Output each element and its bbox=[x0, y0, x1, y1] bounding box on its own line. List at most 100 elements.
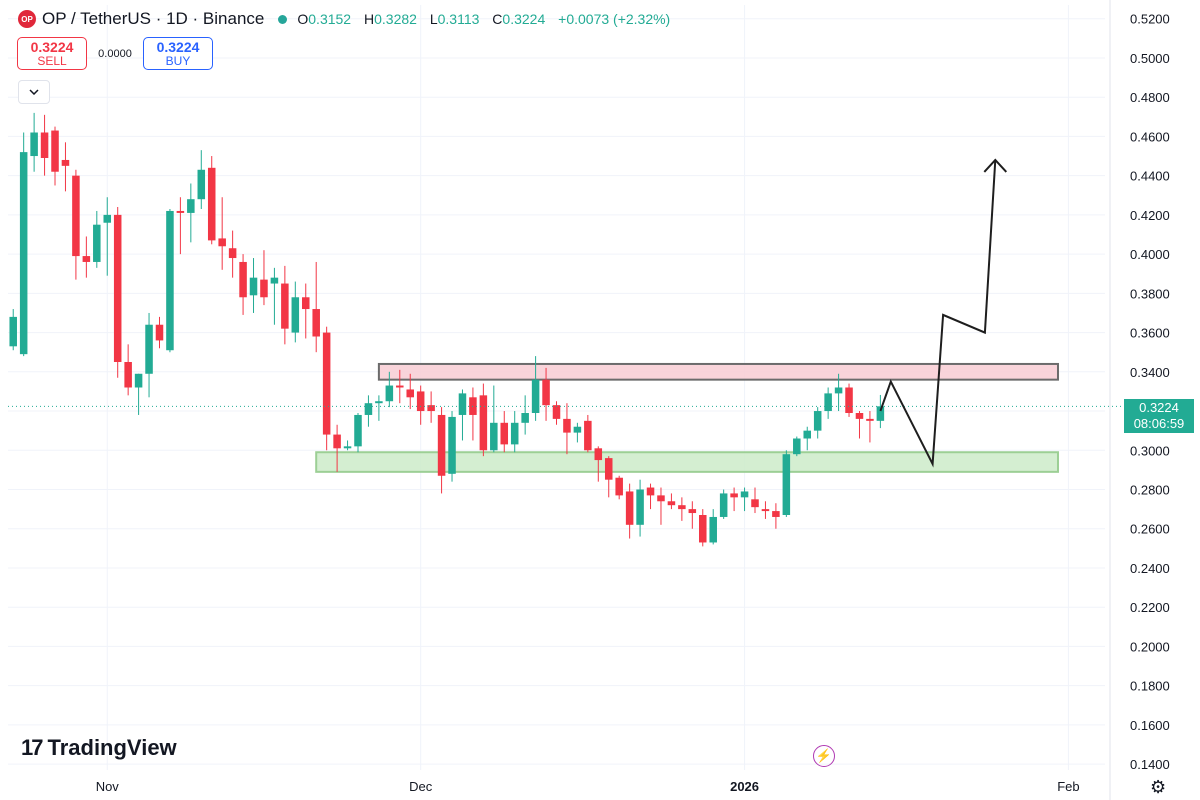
candle bbox=[416, 385, 425, 425]
candle-body bbox=[542, 379, 550, 406]
candle-body bbox=[719, 493, 728, 517]
candle bbox=[719, 489, 728, 519]
candle bbox=[552, 401, 561, 425]
candle-body bbox=[678, 505, 686, 510]
candle bbox=[155, 316, 164, 349]
price-tick-label: 0.1600 bbox=[1130, 718, 1170, 733]
candle-body bbox=[385, 385, 394, 402]
candle bbox=[740, 487, 749, 512]
buy-button[interactable]: 0.3224 BUY bbox=[143, 37, 213, 70]
candle-body bbox=[103, 214, 112, 223]
candle-body bbox=[82, 256, 91, 262]
candle-body bbox=[866, 418, 874, 421]
candle-body bbox=[396, 385, 404, 388]
candle bbox=[239, 254, 247, 315]
candle bbox=[281, 265, 289, 345]
candle bbox=[604, 456, 613, 498]
candle bbox=[93, 210, 101, 268]
price-tick-label: 0.4400 bbox=[1130, 169, 1170, 184]
bar-countdown: 08:06:59 bbox=[1133, 416, 1185, 431]
candle bbox=[678, 497, 686, 521]
candle-body bbox=[709, 516, 717, 543]
price-tick-label: 0.2200 bbox=[1130, 600, 1170, 615]
low-label: L bbox=[429, 11, 438, 27]
candle bbox=[124, 344, 132, 396]
candle bbox=[761, 501, 770, 519]
time-tick-label: Dec bbox=[409, 779, 433, 794]
candle-body bbox=[228, 248, 237, 259]
candle-body bbox=[845, 387, 853, 413]
candle-body bbox=[249, 277, 258, 296]
candle-body bbox=[573, 426, 582, 433]
candle bbox=[667, 493, 676, 510]
candle bbox=[385, 371, 394, 408]
candle bbox=[396, 369, 404, 404]
candle-body bbox=[281, 283, 289, 329]
price-tick-label: 0.2600 bbox=[1130, 522, 1170, 537]
buy-price: 0.3224 bbox=[156, 39, 200, 55]
time-tick-label: Nov bbox=[96, 779, 120, 794]
resistance-zone bbox=[377, 362, 1059, 381]
candle bbox=[521, 395, 529, 435]
price-tick-label: 0.3000 bbox=[1130, 443, 1170, 458]
candle bbox=[322, 326, 331, 451]
candle-body bbox=[657, 495, 665, 502]
candle bbox=[876, 394, 885, 429]
candle bbox=[437, 407, 446, 494]
price-tick-label: 0.4000 bbox=[1130, 247, 1170, 262]
tradingview-logo[interactable]: 17 TradingView bbox=[21, 735, 177, 761]
candle bbox=[855, 411, 864, 439]
sell-label: SELL bbox=[37, 54, 67, 68]
price-tick-label: 0.3600 bbox=[1130, 326, 1170, 341]
gear-icon[interactable]: ⚙ bbox=[1150, 777, 1167, 797]
candle-body bbox=[458, 393, 467, 415]
candle-body bbox=[197, 169, 206, 200]
candle bbox=[375, 395, 383, 421]
spread-value: 0.0000 bbox=[98, 47, 132, 60]
projection-arrowhead bbox=[983, 158, 1008, 173]
candle-body bbox=[40, 132, 49, 158]
candle-body bbox=[134, 373, 143, 388]
candle-body bbox=[855, 413, 864, 419]
candle-body bbox=[218, 238, 226, 247]
candle-body bbox=[615, 477, 623, 496]
candle-body bbox=[500, 422, 509, 445]
candle-body bbox=[448, 416, 456, 474]
collapse-button[interactable] bbox=[18, 80, 50, 104]
price-axis: 0.5200 0.5000 0.4800 0.4600 0.4400 0.4200 0.40… bbox=[1130, 12, 1170, 772]
time-tick-label: Feb bbox=[1057, 779, 1079, 794]
price-tick-label: 0.1400 bbox=[1130, 757, 1170, 772]
candle-body bbox=[824, 393, 832, 412]
open-value: 0.3152 bbox=[308, 11, 352, 27]
candle-body bbox=[364, 403, 373, 415]
flash-icon[interactable]: ⚡ bbox=[813, 745, 835, 767]
candle-body bbox=[176, 210, 185, 213]
candle-body bbox=[270, 277, 279, 284]
chart-header: OP OP / TetherUS · 1D · Binance O0.3152 … bbox=[18, 9, 670, 29]
candle bbox=[134, 373, 143, 415]
candle-body bbox=[72, 175, 80, 257]
candle bbox=[490, 385, 498, 453]
candle-body bbox=[834, 387, 843, 394]
candle-body bbox=[646, 487, 655, 496]
candle bbox=[145, 312, 153, 398]
candle-body bbox=[740, 491, 749, 498]
candle bbox=[9, 309, 17, 351]
candle bbox=[688, 501, 697, 529]
candle-body bbox=[312, 309, 320, 337]
sell-button[interactable]: 0.3224 SELL bbox=[17, 37, 87, 70]
candle bbox=[197, 150, 206, 209]
candle-body bbox=[594, 448, 603, 461]
projection-path bbox=[879, 159, 997, 468]
candle bbox=[82, 236, 91, 278]
candle bbox=[30, 112, 38, 172]
candle-body bbox=[19, 152, 28, 355]
candle bbox=[813, 407, 822, 439]
candle bbox=[458, 389, 467, 441]
candle bbox=[531, 356, 540, 421]
symbol-title[interactable]: OP / TetherUS · 1D · Binance bbox=[42, 9, 265, 28]
candle-body bbox=[239, 261, 247, 298]
trade-panel: 0.3224 SELL 0.0000 0.3224 BUY bbox=[17, 37, 213, 70]
candle bbox=[312, 261, 320, 353]
